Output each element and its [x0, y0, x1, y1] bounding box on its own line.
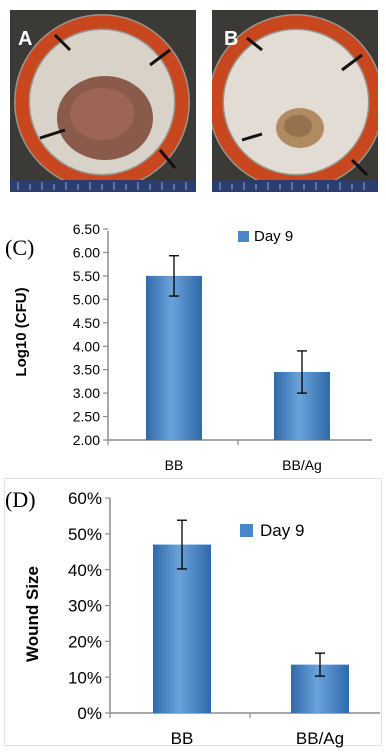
y-tick-label: 6.00	[73, 244, 100, 260]
wound-photo-b: B	[212, 10, 378, 192]
y-axis-ticks-c: 2.00 2.50 3.00 3.50 4.00 4.50 5.00 5.50 6.00 6.50	[73, 221, 108, 448]
bars-c	[146, 255, 330, 440]
y-tick-label: 3.50	[73, 362, 100, 378]
y-tick-label: 4.50	[73, 315, 100, 331]
y-tick-label: 60%	[68, 489, 102, 508]
legend-swatch-d	[240, 524, 253, 537]
y-tick-label: 50%	[68, 525, 102, 544]
legend-swatch-c	[238, 231, 249, 242]
y-tick-label: 40%	[68, 561, 102, 580]
legend-c: Day 9	[238, 228, 293, 245]
chart-c: (C) Log10 (CFU) 2.00 2.50 3.00 3.50 4.00 4.50…	[5, 221, 372, 473]
y-tick-label: 4.00	[73, 338, 100, 354]
panel-frame-d	[4, 478, 382, 746]
x-axis-labels-d: BB BB/Ag	[109, 713, 344, 748]
y-tick-label: 3.00	[73, 385, 100, 401]
y-tick-label: 5.50	[73, 268, 100, 284]
y-tick-label: 6.50	[73, 221, 100, 237]
bar-bb	[146, 275, 202, 440]
legend-label-c: Day 9	[254, 228, 293, 245]
legend-d: Day 9	[240, 521, 304, 540]
x-tick-label: BB	[165, 457, 184, 473]
y-axis-ticks-d: 0% 10% 20% 30% 40% 50% 60%	[68, 489, 110, 723]
chart-d: (D) Wound Size 0%10%20%30%40%50%60% BB BB…	[5, 487, 380, 748]
y-tick-label: 2.50	[73, 409, 100, 425]
bars-d	[153, 519, 349, 713]
y-axis-label-d: Wound Size	[23, 566, 42, 662]
wound-photo-a: A	[10, 10, 196, 192]
wound-photo-b-graphic	[212, 10, 378, 192]
y-tick-label: 30%	[68, 597, 102, 616]
bar-bb	[153, 544, 211, 713]
wound-photo-a-graphic	[10, 10, 196, 192]
y-tick-label: 10%	[68, 668, 102, 687]
y-tick-label: 5.00	[73, 291, 100, 307]
x-axis-labels-c: BB BB/Ag	[107, 440, 322, 473]
panel-label-d: (D)	[5, 487, 36, 512]
x-tick-label: BB/Ag	[282, 457, 322, 473]
y-tick-label: 20%	[68, 632, 102, 651]
y-tick-label: 2.00	[73, 432, 100, 448]
panel-label-c: (C)	[5, 235, 34, 260]
legend-label-d: Day 9	[260, 521, 304, 540]
x-tick-label: BB	[171, 729, 194, 748]
x-tick-label: BB/Ag	[296, 729, 344, 748]
y-tick-label: 0%	[77, 704, 102, 723]
photo-label-a: A	[18, 28, 33, 50]
y-axis-label-c: Log10 (CFU)	[13, 287, 30, 376]
photo-label-b: B	[224, 28, 239, 50]
